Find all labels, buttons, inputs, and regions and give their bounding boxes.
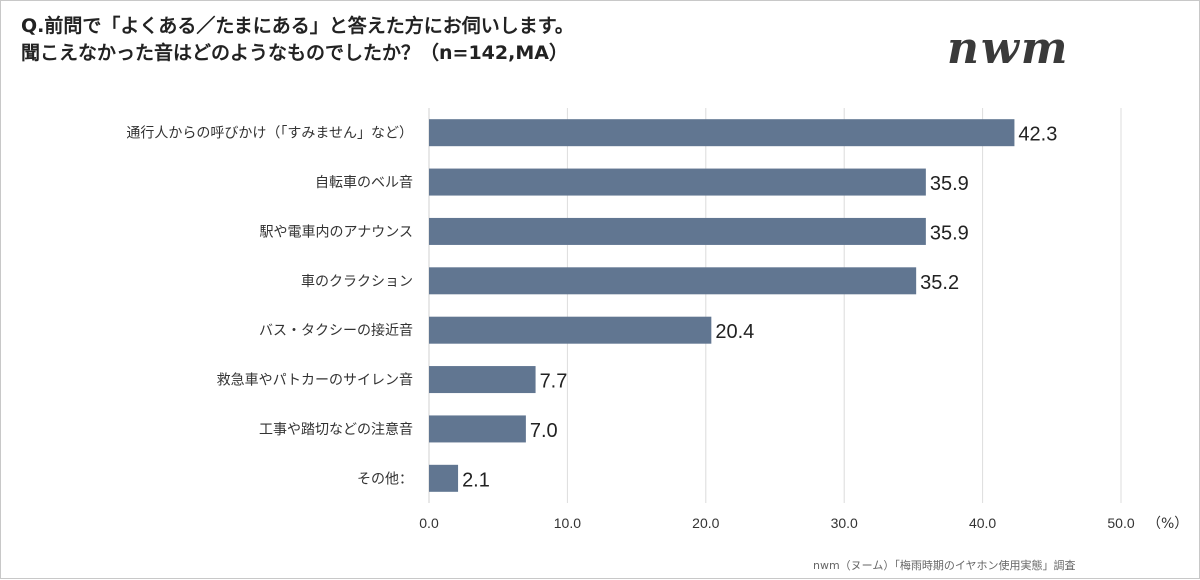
bar	[429, 316, 712, 344]
value-label: 42.3	[1018, 124, 1057, 146]
category-label: 通行人からの呼びかけ（「すみません」など）	[126, 126, 413, 142]
category-label: 救急車やパトカーのサイレン音	[217, 372, 413, 389]
x-tick-label: 40.0	[969, 515, 996, 531]
chart-title: Q.前問で「よくある／たまにある」と答えた方にお伺いします。 聞こえなかった音は…	[21, 13, 574, 67]
value-label: 20.4	[715, 321, 754, 343]
x-tick-label: 30.0	[831, 515, 858, 531]
value-label: 35.9	[930, 222, 969, 244]
x-tick-label: 0.0	[419, 515, 439, 531]
bar	[429, 119, 1015, 147]
bar	[429, 415, 526, 443]
category-label: 工事や踏切などの注意音	[259, 421, 413, 438]
bar	[429, 366, 536, 394]
bar	[429, 267, 917, 295]
bar	[429, 217, 926, 245]
x-tick-label: 50.0	[1107, 515, 1134, 531]
value-label: 7.0	[530, 420, 558, 442]
value-label: 2.1	[462, 469, 490, 491]
title-line-1: Q.前問で「よくある／たまにある」と答えた方にお伺いします。	[21, 15, 574, 37]
value-label: 35.2	[920, 272, 959, 294]
source-note: nwm（ヌーム）「梅雨時期のイヤホン使用実態」調査	[813, 559, 1076, 572]
category-label: 駅や電車内のアナウンス	[260, 223, 413, 240]
x-tick-label: 10.0	[554, 515, 581, 531]
value-label: 7.7	[540, 371, 568, 393]
value-label: 35.9	[930, 173, 969, 195]
bar	[429, 168, 926, 196]
brand-logo: nwm	[947, 23, 1070, 74]
category-label: バス・タクシーの接近音	[259, 322, 413, 339]
category-label: 自転車のベル音	[315, 174, 413, 191]
bar	[429, 464, 459, 492]
category-label: その他：	[357, 471, 413, 487]
category-label: 車のクラクション	[301, 273, 413, 290]
x-axis-unit-label: （%）	[1147, 516, 1188, 532]
title-line-2: 聞こえなかった音はどのようなものでしたか？（n=142,MA）	[21, 42, 568, 64]
x-tick-label: 20.0	[692, 515, 719, 531]
